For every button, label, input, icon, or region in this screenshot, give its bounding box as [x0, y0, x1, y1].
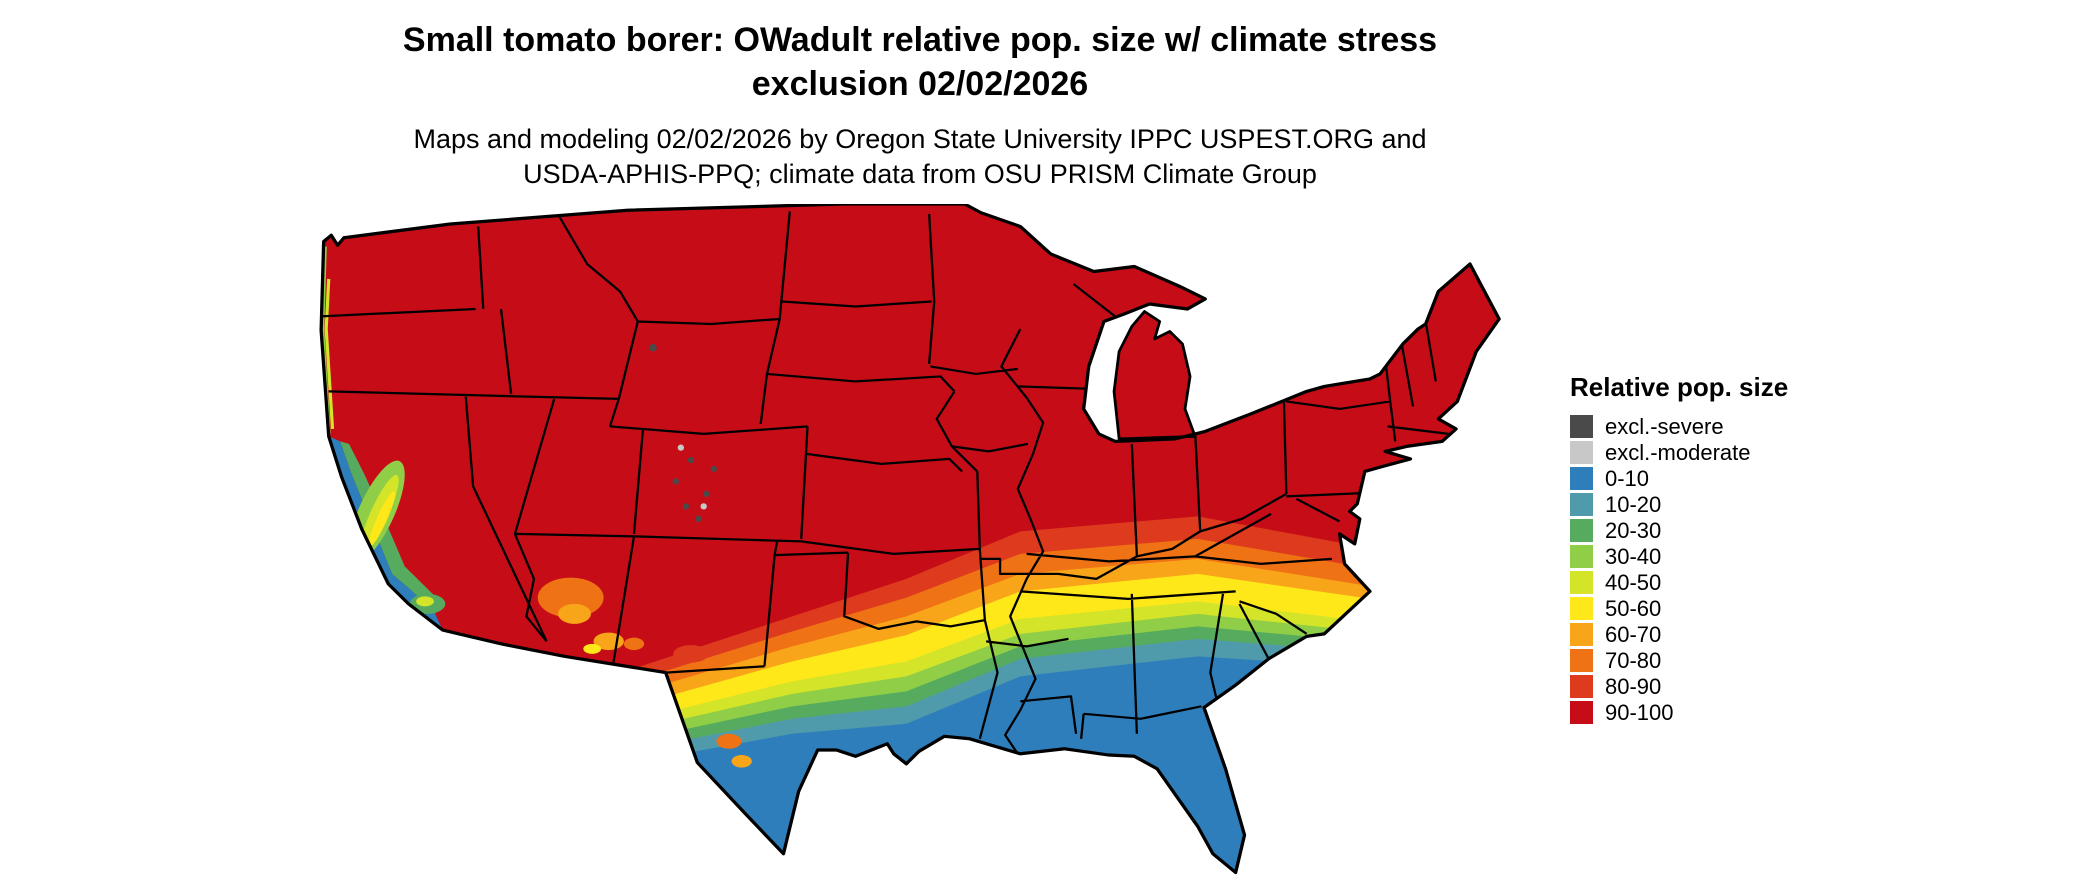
- arizona-gold-patch: [558, 603, 591, 624]
- page-subtitle: Maps and modeling 02/02/2026 by Oregon S…: [0, 122, 1840, 192]
- legend-item: excl.-moderate: [1570, 441, 1900, 464]
- legend-color-swatch: [1570, 701, 1593, 724]
- page-title: Small tomato borer: OWadult relative pop…: [0, 18, 1840, 106]
- legend-color-swatch: [1570, 597, 1593, 620]
- legend-item: 30-40: [1570, 545, 1900, 568]
- legend-color-swatch: [1570, 649, 1593, 672]
- legend-item: 20-30: [1570, 519, 1900, 542]
- southwest-patches: [537, 577, 752, 768]
- legend-item: 90-100: [1570, 701, 1900, 724]
- legend-item-label: 0-10: [1605, 466, 1650, 491]
- legend-item-label: excl.-severe: [1605, 414, 1724, 439]
- legend-color-swatch: [1570, 441, 1593, 464]
- color-bands: [321, 204, 1500, 873]
- legend-item-label: 70-80: [1605, 648, 1662, 673]
- legend-color-swatch: [1570, 623, 1593, 646]
- legend-color-swatch: [1570, 675, 1593, 698]
- legend-item-label: 20-30: [1605, 518, 1662, 543]
- legend-color-swatch: [1570, 493, 1593, 516]
- legend-item: 70-80: [1570, 649, 1900, 672]
- new-mexico-border-patch: [706, 656, 727, 667]
- exclusion-specks: [649, 343, 717, 523]
- us-outline: [319, 202, 1501, 875]
- california-coast-green: [340, 441, 441, 614]
- legend-title: Relative pop. size: [1570, 372, 1789, 402]
- legend-item-label: 60-70: [1605, 622, 1662, 647]
- subtitle-line-2: USDA-APHIS-PPQ; climate data from OSU PR…: [523, 159, 1317, 189]
- legend-color-swatch: [1570, 519, 1593, 542]
- title-line-2: exclusion 02/02/2026: [751, 65, 1089, 103]
- subtitle-line-1: Maps and modeling 02/02/2026 by Oregon S…: [413, 124, 1427, 154]
- michigan-lower-peninsula-outline: [1112, 310, 1197, 441]
- new-mexico-south-patch: [673, 645, 709, 663]
- legend-color-swatch: [1570, 467, 1593, 490]
- legend-item-label: 30-40: [1605, 544, 1662, 569]
- legend-item-label: excl.-moderate: [1605, 440, 1751, 465]
- legend-item: 40-50: [1570, 571, 1900, 594]
- west-texas-orange-patch: [716, 733, 742, 749]
- legend-item-label: 80-90: [1605, 674, 1662, 699]
- la-basin-yellow: [416, 596, 434, 607]
- title-line-1: Small tomato borer: OWadult relative pop…: [402, 21, 1438, 59]
- legend-item-label: 40-50: [1605, 570, 1662, 595]
- legend-item: 0-10: [1570, 467, 1900, 490]
- legend-item-label: 90-100: [1605, 700, 1674, 725]
- legend-item-label: 10-20: [1605, 492, 1662, 517]
- central-valley-core: [368, 491, 396, 547]
- band-90-100: [321, 204, 1500, 873]
- legend-items: excl.-severe excl.-moderate 0-10 10-20: [1570, 415, 1900, 724]
- arizona-yellow-patch: [583, 643, 602, 654]
- legend-color-swatch: [1570, 415, 1593, 438]
- legend-item: 60-70: [1570, 623, 1900, 646]
- legend-item: excl.-severe: [1570, 415, 1900, 438]
- legend-item: 10-20: [1570, 493, 1900, 516]
- us-choropleth-map: [311, 202, 1527, 885]
- legend-item: 50-60: [1570, 597, 1900, 620]
- legend-color-swatch: [1570, 545, 1593, 568]
- west-texas-gold-patch: [731, 755, 752, 768]
- state-borders: [321, 211, 1449, 755]
- map-legend: Relative pop. size excl.-severe excl.-mo…: [1570, 372, 1900, 727]
- us-map-svg: [319, 202, 1501, 875]
- legend-color-swatch: [1570, 571, 1593, 594]
- legend-item-label: 50-60: [1605, 596, 1662, 621]
- legend-item: 80-90: [1570, 675, 1900, 698]
- new-mexico-orange-patch: [623, 637, 645, 651]
